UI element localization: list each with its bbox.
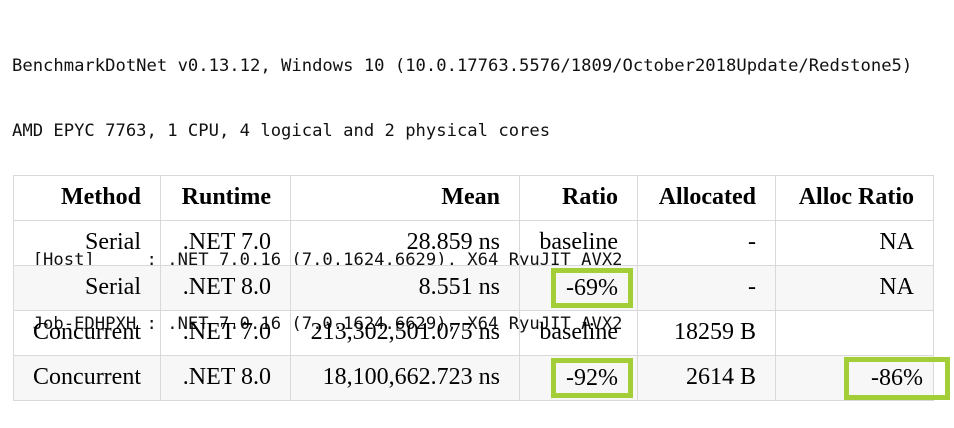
cell-ratio: -92% [519, 355, 638, 401]
table-row: Concurrent .NET 7.0 213,302,501.075 ns b… [13, 310, 934, 356]
cell-mean: 18,100,662.723 ns [290, 355, 520, 401]
cell-mean: 213,302,501.075 ns [290, 310, 520, 356]
table-row: Serial .NET 7.0 28.859 ns baseline - NA [13, 220, 934, 266]
cell-ratio: -69% [519, 265, 638, 311]
cell-runtime: .NET 7.0 [160, 220, 291, 266]
column-header-allocated: Allocated [637, 175, 776, 221]
cell-allocated: 2614 B [637, 355, 776, 401]
cell-method: Concurrent [13, 355, 161, 401]
cell-method: Serial [13, 220, 161, 266]
column-header-runtime: Runtime [160, 175, 291, 221]
column-header-ratio: Ratio [519, 175, 638, 221]
highlight-box-ratio: -69% [551, 268, 633, 309]
cell-method: Concurrent [13, 310, 161, 356]
cell-alloc-ratio: NA [775, 265, 934, 311]
cell-runtime: .NET 8.0 [160, 355, 291, 401]
cell-ratio: baseline [519, 220, 638, 266]
table-row: Concurrent .NET 8.0 18,100,662.723 ns -9… [13, 355, 950, 401]
cell-mean: 8.551 ns [290, 265, 520, 311]
cell-method: Serial [13, 265, 161, 311]
header-row: Method Runtime Mean Ratio Allocated Allo… [13, 175, 934, 221]
cell-runtime: .NET 8.0 [160, 265, 291, 311]
column-header-method: Method [13, 175, 161, 221]
results-table: Method Runtime Mean Ratio Allocated Allo… [13, 175, 950, 401]
cell-allocated: 18259 B [637, 310, 776, 356]
log-line-benchmarkdotnet-version: BenchmarkDotNet v0.13.12, Windows 10 (10… [12, 56, 913, 76]
cell-alloc-ratio: NA [775, 220, 934, 266]
cell-allocated: - [637, 265, 776, 311]
column-header-alloc-ratio: Alloc Ratio [775, 175, 934, 221]
highlight-box-ratio: -92% [551, 358, 633, 399]
cell-mean: 28.859 ns [290, 220, 520, 266]
highlight-box-alloc-ratio: -86% [844, 356, 950, 400]
column-header-mean: Mean [290, 175, 520, 221]
cell-runtime: .NET 7.0 [160, 310, 291, 356]
table-row: Serial .NET 8.0 8.551 ns -69% - NA [13, 265, 934, 311]
cell-allocated: - [637, 220, 776, 266]
log-line-cpu-info: AMD EPYC 7763, 1 CPU, 4 logical and 2 ph… [12, 120, 551, 141]
cell-alloc-ratio [775, 310, 934, 356]
cell-alloc-ratio: -86% [775, 355, 950, 401]
cell-ratio: baseline [519, 310, 638, 356]
